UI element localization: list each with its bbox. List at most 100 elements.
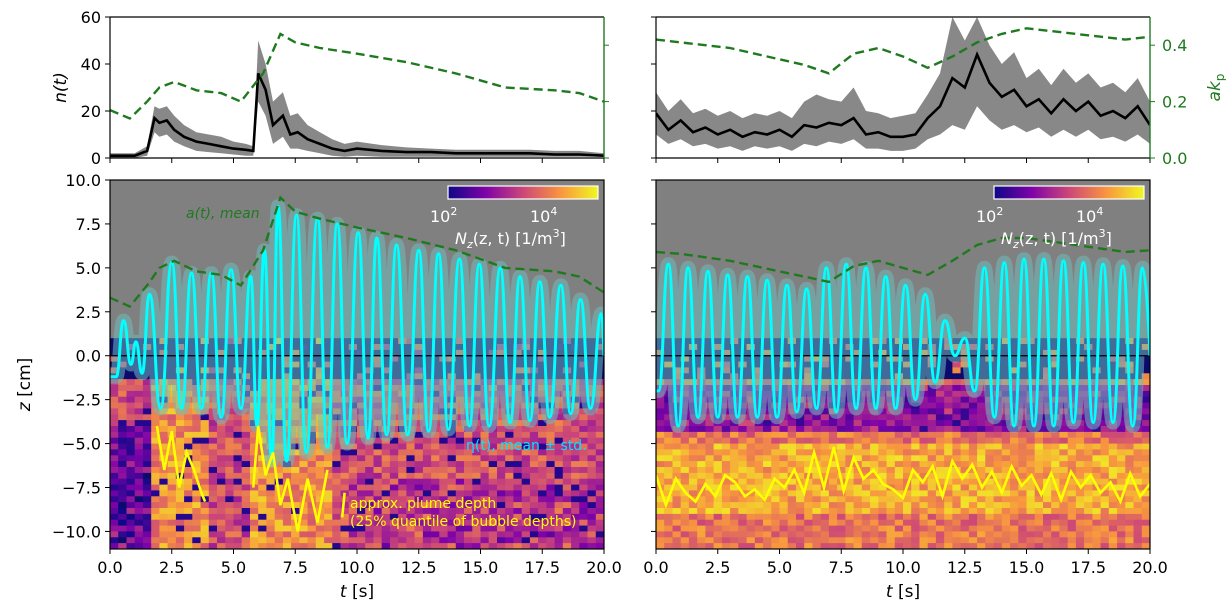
heatmap-cell [381, 443, 391, 451]
heatmap-cell [894, 478, 904, 486]
heatmap-cell [184, 525, 193, 533]
heatmap-cell [126, 478, 136, 486]
heatmap-cell [554, 455, 564, 462]
heatmap-cell [935, 443, 945, 451]
heatmap-cell [853, 496, 863, 503]
heatmap-cell [968, 420, 978, 427]
heatmap-cell [1051, 508, 1060, 515]
heatmap-cell [1010, 449, 1019, 456]
heatmap-cell [464, 508, 473, 515]
heatmap-cell [1018, 519, 1028, 527]
heatmap-cell [554, 496, 564, 503]
heatmap-cell [812, 543, 822, 549]
heatmap-cell [993, 455, 1003, 462]
heatmap-cell [730, 472, 739, 480]
heatmap-cell [151, 472, 160, 480]
heatmap-cell [381, 496, 391, 503]
heatmap-cell [935, 396, 945, 404]
heatmap-cell [241, 443, 251, 451]
heatmap-cell [1043, 443, 1052, 451]
heatmap-cell [985, 461, 995, 468]
heatmap-cell [993, 508, 1003, 515]
heatmap-cell [1108, 537, 1118, 544]
heatmap-cell [1125, 496, 1135, 503]
heatmap-cell [151, 496, 160, 503]
heatmap-cell [398, 531, 407, 538]
heatmap-cell [274, 478, 284, 486]
heatmap-cell [911, 508, 920, 515]
heatmap-cell [763, 461, 772, 468]
heatmap-cell [332, 490, 342, 497]
heatmap-cell [159, 449, 169, 456]
heatmap-cell [455, 472, 465, 480]
heatmap-cell [274, 472, 284, 480]
heatmap-cell [447, 467, 457, 474]
heatmap-cell [587, 455, 597, 462]
heatmap-cell [513, 513, 523, 521]
heatmap-cell [332, 472, 342, 480]
heatmap-cell [472, 443, 482, 451]
heatmap-cell [431, 519, 440, 527]
heatmap-cell [587, 461, 597, 468]
heatmap-cell [175, 543, 185, 549]
heatmap-cell [373, 472, 383, 480]
heatmap-cell [480, 519, 490, 527]
heatmap-cell [315, 513, 325, 521]
heatmap-cell [927, 449, 937, 456]
heatmap-cell [977, 455, 986, 462]
heatmap-cell [845, 490, 855, 497]
heatmap-cell [562, 461, 572, 468]
heatmap-cell [1117, 502, 1126, 509]
heatmap-cell [373, 496, 383, 503]
heatmap-cell [562, 543, 572, 549]
heatmap-cell [184, 467, 193, 474]
heatmap-cell [812, 496, 822, 503]
heatmap-cell [779, 420, 789, 427]
heatmap-cell [431, 461, 440, 468]
heatmap-cell [977, 513, 986, 521]
heatmap-cell [746, 467, 756, 474]
heatmap-cell [299, 531, 309, 538]
heatmap-cell [422, 537, 432, 544]
heatmap-cell [233, 543, 243, 549]
heatmap-cell [828, 472, 838, 480]
heatmap-cell [1141, 355, 1150, 363]
heatmap-cell [1108, 508, 1118, 515]
heatmap-cell [664, 513, 673, 521]
heatmap-cell [837, 414, 846, 421]
heatmap-cell [291, 531, 300, 538]
heatmap-cell [142, 472, 152, 480]
heatmap-cell [870, 443, 879, 451]
heatmap-cell [837, 461, 846, 468]
heatmap-cell [595, 443, 604, 451]
heatmap-cell [521, 478, 531, 486]
heatmap-cell [134, 472, 144, 480]
heatmap-cell [307, 519, 317, 527]
heatmap-cell [175, 502, 185, 509]
heatmap-cell [919, 449, 929, 456]
heatmap-cell [406, 525, 416, 533]
heatmap-cell [1125, 449, 1135, 456]
heatmap-cell [1059, 496, 1069, 503]
heatmap-cell [730, 537, 739, 544]
heatmap-cell [562, 431, 572, 439]
heatmap-cell [1051, 496, 1060, 503]
heatmap-cell [927, 525, 937, 533]
heatmap-cell [985, 502, 995, 509]
heatmap-cell [787, 484, 797, 492]
heatmap-cell [472, 426, 482, 433]
heatmap-cell [587, 431, 597, 439]
heatmap-cell [754, 455, 764, 462]
heatmap-cell [894, 519, 904, 527]
heatmap-cell [159, 513, 169, 521]
heatmap-cell [175, 414, 185, 421]
heatmap-cell [357, 472, 366, 480]
heatmap-cell [472, 484, 482, 492]
heatmap-cell [529, 484, 539, 492]
heatmap-cell [241, 478, 251, 486]
heatmap-cell [804, 490, 813, 497]
heatmap-cell [796, 467, 805, 474]
heatmap-cell [521, 490, 531, 497]
heatmap-cell [1043, 502, 1052, 509]
heatmap-cell [241, 455, 251, 462]
